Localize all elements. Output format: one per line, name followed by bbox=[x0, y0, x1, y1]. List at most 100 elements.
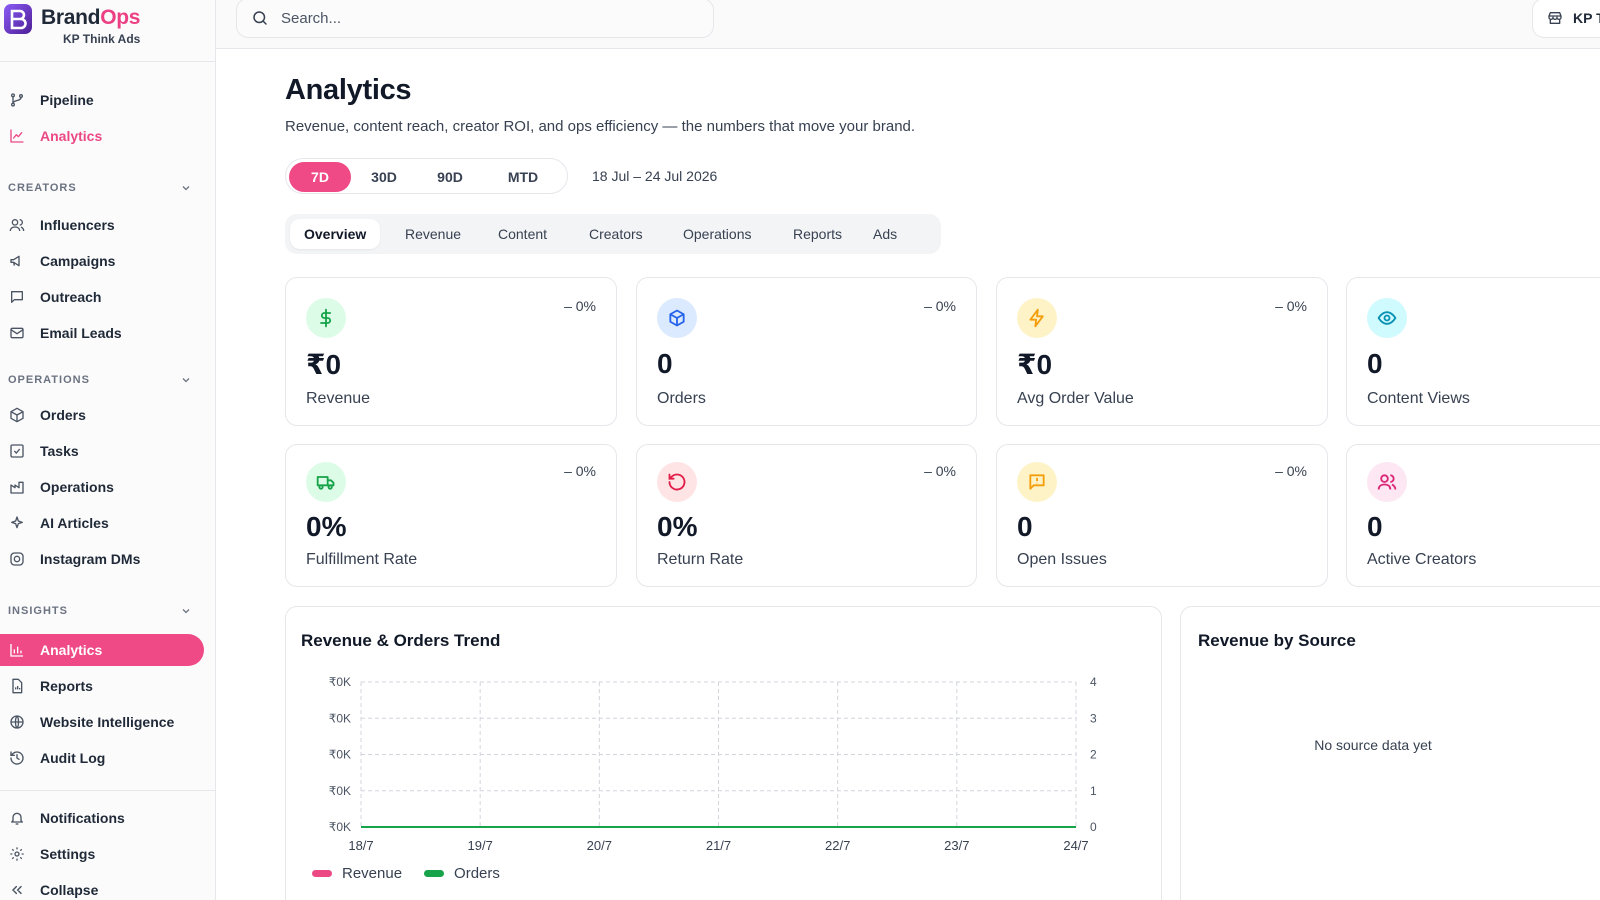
x-tick-label: 22/7 bbox=[825, 838, 850, 853]
y-right-tick-label: 2 bbox=[1090, 748, 1097, 762]
topbar: KP T bbox=[216, 0, 1600, 49]
kpi-delta: – 0% bbox=[1275, 298, 1307, 314]
brand[interactable]: BrandOps KP Think Ads bbox=[0, 0, 215, 62]
sidebar-item-label: Email Leads bbox=[40, 325, 122, 341]
section-title: INSIGHTS bbox=[8, 605, 68, 617]
sidebar-item-ai-articles[interactable]: AI Articles bbox=[0, 507, 204, 539]
search-input[interactable] bbox=[281, 9, 681, 27]
kpi-delta: – 0% bbox=[564, 298, 596, 314]
trend-chart: ₹0K 4 ₹0K 3 ₹0K 2 ₹0K 1 ₹0K 0 18/7 19/7 20/7 21/7 22/7… bbox=[329, 675, 1097, 853]
y-right-tick-label: 1 bbox=[1090, 784, 1097, 798]
store-icon bbox=[1548, 12, 1562, 24]
chevron-down-icon bbox=[182, 609, 190, 614]
kpi-card-open-issues[interactable]: – 0% 0 Open Issues bbox=[996, 444, 1328, 587]
kpi-card-active-creators[interactable]: 0 Active Creators bbox=[1346, 444, 1600, 587]
y-right-tick-label: 4 bbox=[1090, 675, 1097, 689]
sidebar-item-outreach[interactable]: Outreach bbox=[0, 281, 204, 313]
legend-item-revenue[interactable]: Revenue bbox=[312, 865, 402, 882]
section-title: CREATORS bbox=[8, 182, 77, 194]
card-title: Revenue by Source bbox=[1198, 631, 1356, 650]
check-square-icon bbox=[0, 443, 34, 459]
tab-ads[interactable]: Ads bbox=[873, 226, 898, 242]
kpi-card-content-views[interactable]: 0 Content Views bbox=[1346, 277, 1600, 426]
trend-chart-card: Revenue & Orders Trend ₹0K 4 ₹0K 3 ₹0K 2 ₹0K 1 ₹… bbox=[285, 606, 1162, 900]
dollar-icon bbox=[306, 298, 346, 338]
tab-operations[interactable]: Operations bbox=[683, 226, 752, 242]
range-30d-button[interactable]: 30D bbox=[371, 169, 397, 185]
message-square-icon bbox=[0, 289, 34, 305]
x-tick-label: 18/7 bbox=[348, 838, 373, 853]
sidebar-divider bbox=[0, 790, 215, 791]
kpi-card-fulfillment-rate[interactable]: – 0% 0% Fulfillment Rate bbox=[285, 444, 617, 587]
tab-reports[interactable]: Reports bbox=[793, 226, 843, 242]
sidebar-item-label: Analytics bbox=[40, 128, 103, 144]
sidebar-item-analytics[interactable]: Analytics bbox=[0, 634, 204, 666]
users-icon bbox=[0, 217, 34, 233]
sidebar-item-orders[interactable]: Orders bbox=[0, 399, 204, 431]
sidebar-item-email-leads[interactable]: Email Leads bbox=[0, 317, 204, 349]
sidebar-item-operations[interactable]: Operations bbox=[0, 471, 204, 503]
git-branch-icon bbox=[0, 92, 34, 108]
sidebar-item-settings[interactable]: Settings bbox=[0, 838, 204, 870]
x-tick-label: 24/7 bbox=[1063, 838, 1088, 853]
range-mtd-button[interactable]: MTD bbox=[507, 169, 539, 185]
sidebar-item-label: Tasks bbox=[40, 443, 79, 459]
sidebar-item-website-intelligence[interactable]: Website Intelligence bbox=[0, 706, 204, 738]
kpi-card-avg-order-value[interactable]: – 0% ₹0 Avg Order Value bbox=[996, 277, 1328, 426]
kpi-label: Fulfillment Rate bbox=[306, 551, 418, 568]
legend-swatch bbox=[424, 870, 445, 877]
sidebar-item-collapse[interactable]: Collapse bbox=[0, 874, 204, 900]
section-insights[interactable]: INSIGHTS bbox=[8, 601, 192, 621]
kpi-label: Return Rate bbox=[657, 551, 744, 568]
line-chart-icon bbox=[0, 128, 34, 144]
brand-name: BrandOps bbox=[41, 6, 141, 29]
workspace-label: KP T bbox=[1573, 10, 1600, 26]
sidebar-item-instagram-dms[interactable]: Instagram DMs bbox=[0, 543, 204, 575]
sidebar-item-reports[interactable]: Reports bbox=[0, 670, 204, 702]
y-left-tick-label: ₹0K bbox=[329, 784, 351, 798]
page-title: Analytics bbox=[285, 74, 412, 106]
sidebar-item-label: Outreach bbox=[40, 289, 102, 305]
range-90d-button[interactable]: 90D bbox=[437, 169, 463, 185]
sidebar-item-audit-log[interactable]: Audit Log bbox=[0, 742, 204, 774]
y-right-tick-label: 0 bbox=[1090, 820, 1097, 834]
sidebar-item-label: Campaigns bbox=[40, 253, 116, 269]
search-box[interactable] bbox=[236, 0, 714, 38]
globe-icon bbox=[0, 714, 34, 730]
sidebar-item-pipeline[interactable]: Pipeline bbox=[0, 84, 204, 116]
kpi-card-revenue[interactable]: – 0% ₹0 Revenue bbox=[285, 277, 617, 426]
sidebar-item-analytics-top[interactable]: Analytics bbox=[0, 120, 204, 152]
tab-revenue[interactable]: Revenue bbox=[405, 226, 462, 242]
chevron-down-icon bbox=[182, 378, 190, 383]
date-range-toggle: 7D 30D 90D MTD bbox=[285, 158, 568, 194]
sidebar-item-label: Audit Log bbox=[40, 750, 106, 766]
mail-icon bbox=[0, 325, 34, 341]
chart-legend: Revenue Orders bbox=[312, 865, 522, 882]
kpi-card-orders[interactable]: – 0% 0 Orders bbox=[636, 277, 977, 426]
kpi-card-return-rate[interactable]: – 0% 0% Return Rate bbox=[636, 444, 977, 587]
sidebar-item-influencers[interactable]: Influencers bbox=[0, 209, 204, 241]
chart-title: Revenue & Orders Trend bbox=[301, 631, 501, 650]
tab-overview[interactable]: Overview bbox=[290, 219, 381, 249]
tab-content[interactable]: Content bbox=[498, 226, 548, 242]
section-creators[interactable]: CREATORS bbox=[8, 178, 192, 198]
megaphone-icon bbox=[0, 253, 34, 269]
instagram-icon bbox=[0, 551, 34, 567]
users-icon bbox=[1367, 462, 1407, 502]
tab-creators[interactable]: Creators bbox=[589, 226, 643, 242]
sidebar-item-campaigns[interactable]: Campaigns bbox=[0, 245, 204, 277]
kpi-value: 0% bbox=[306, 511, 347, 542]
sidebar-item-label: Influencers bbox=[40, 217, 115, 233]
workspace-switcher[interactable]: KP T bbox=[1532, 0, 1600, 38]
sidebar-item-label: Collapse bbox=[40, 882, 99, 898]
kpi-value: 0 bbox=[1367, 511, 1383, 542]
sidebar-item-notifications[interactable]: Notifications bbox=[0, 802, 204, 834]
bar-chart-icon bbox=[0, 642, 34, 658]
kpi-label: Active Creators bbox=[1367, 551, 1477, 568]
section-operations[interactable]: OPERATIONS bbox=[8, 370, 192, 390]
range-7d-button[interactable]: 7D bbox=[289, 162, 351, 192]
legend-item-orders[interactable]: Orders bbox=[424, 865, 500, 882]
bolt-icon bbox=[1017, 298, 1057, 338]
kpi-value: ₹0 bbox=[306, 349, 342, 380]
sidebar-item-tasks[interactable]: Tasks bbox=[0, 435, 204, 467]
